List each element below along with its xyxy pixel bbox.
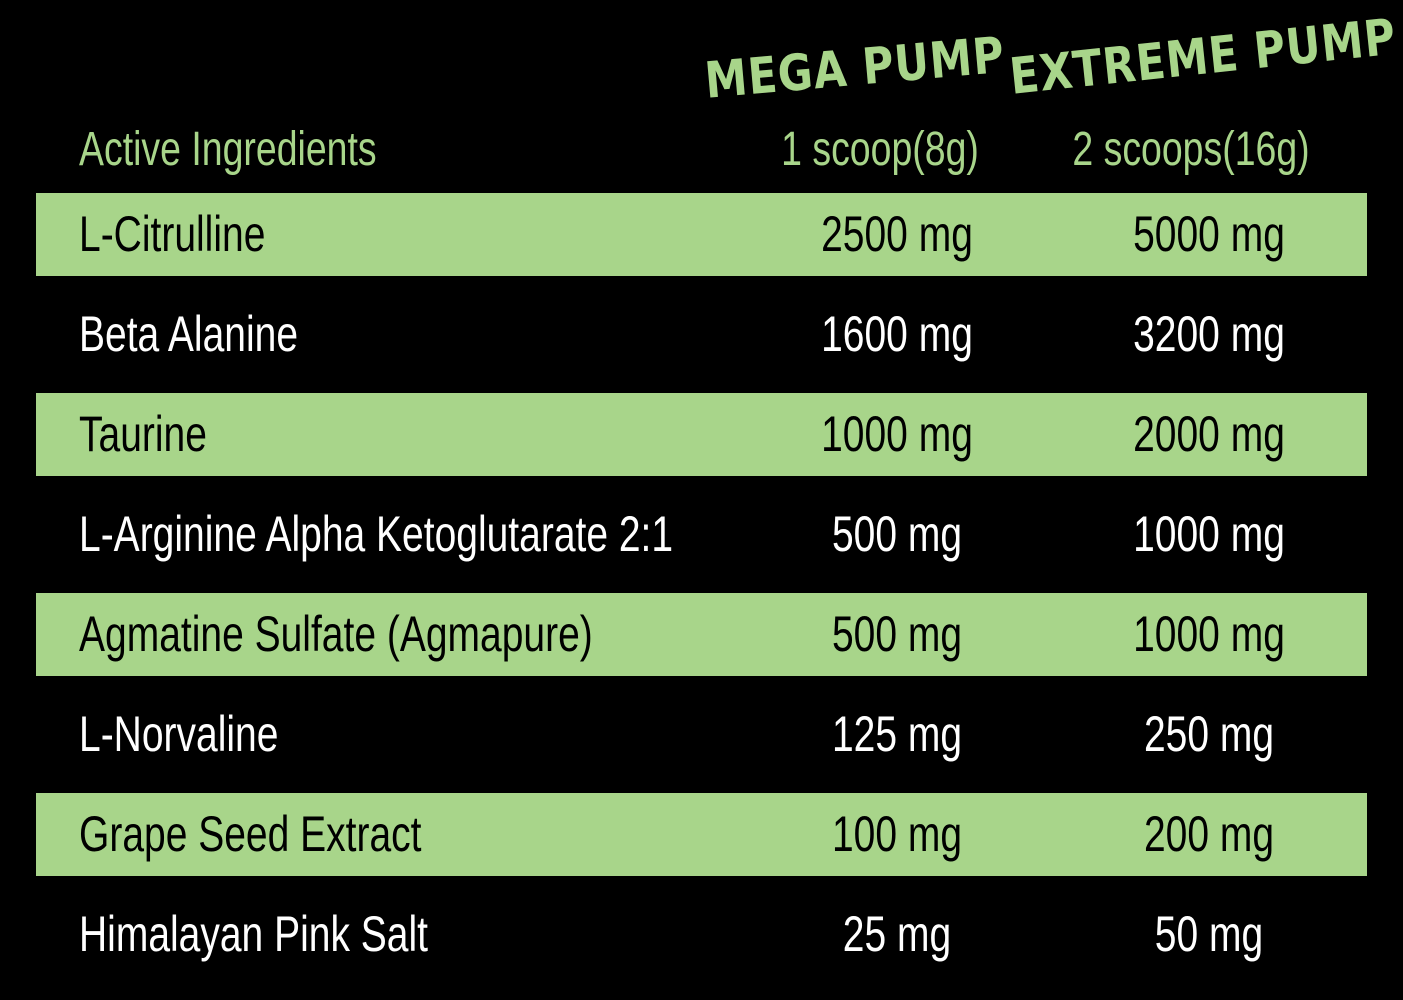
mega-pump-amount: 500 mg [831, 506, 963, 562]
mega-pump-amount: 100 mg [831, 806, 963, 862]
ingredient-name: Taurine [79, 406, 207, 462]
ingredient-name: Beta Alanine [79, 306, 299, 362]
ingredient-name: L-Arginine Alpha Ketoglutarate 2:1 [79, 506, 674, 562]
table-row [36, 193, 1367, 276]
mega-pump-amount: 1000 mg [821, 406, 973, 462]
table-row [36, 593, 1367, 676]
ingredient-name: Grape Seed Extract [79, 806, 422, 862]
extreme-pump-amount: 50 mg [1154, 906, 1264, 962]
mega-pump-amount: 1600 mg [821, 306, 973, 362]
table-row [36, 793, 1367, 876]
extreme-pump-amount: 2000 mg [1133, 406, 1285, 462]
extreme-pump-amount: 3200 mg [1133, 306, 1285, 362]
extreme-pump-amount: 200 mg [1143, 806, 1275, 862]
extreme-pump-amount: 1000 mg [1133, 506, 1285, 562]
mega-pump-amount: 25 mg [842, 906, 952, 962]
mega-pump-amount: 2500 mg [821, 206, 973, 262]
extreme-pump-amount: 5000 mg [1133, 206, 1285, 262]
mega-serving-header: 1 scoop(8g) [781, 123, 979, 176]
ingredient-name: Agmatine Sulfate (Agmapure) [79, 606, 593, 662]
mega-pump-title: MEGA PUMP [702, 25, 1008, 110]
mega-pump-amount: 500 mg [831, 606, 963, 662]
ingredients-header: Active Ingredients [79, 123, 377, 176]
extreme-serving-header: 2 scoops(16g) [1072, 123, 1310, 176]
ingredient-name: L-Citrulline [79, 206, 266, 262]
ingredient-name: L-Norvaline [79, 706, 279, 762]
table-row [36, 393, 1367, 476]
extreme-pump-title: EXTREME PUMP [1006, 7, 1399, 106]
ingredient-name: Himalayan Pink Salt [79, 906, 428, 962]
extreme-pump-amount: 250 mg [1143, 706, 1275, 762]
mega-pump-amount: 125 mg [831, 706, 963, 762]
extreme-pump-amount: 1000 mg [1133, 606, 1285, 662]
